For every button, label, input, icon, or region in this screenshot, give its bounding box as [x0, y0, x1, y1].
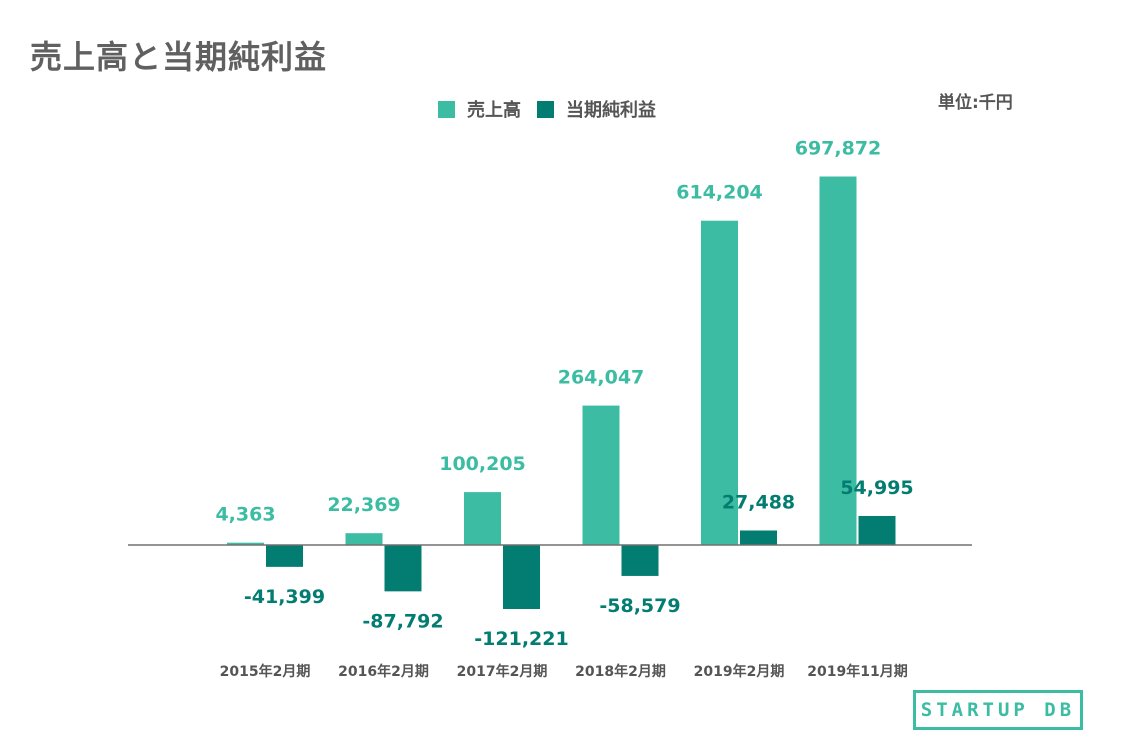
value-label-revenue-3: 264,047: [558, 367, 645, 389]
legend-label-net-income: 当期純利益: [566, 100, 656, 121]
category-label-4: 2019年2月期: [694, 663, 785, 680]
value-label-net-income-2: -121,221: [474, 628, 568, 650]
category-label-5: 2019年11月期: [807, 663, 907, 680]
value-label-net-income-5: 54,995: [840, 477, 913, 499]
value-label-net-income-4: 27,488: [722, 491, 795, 513]
bar-revenue-5: [819, 176, 857, 545]
value-label-net-income-1: -87,792: [362, 610, 443, 632]
value-label-revenue-4: 614,204: [676, 182, 763, 204]
bar-net-income-3: [621, 545, 659, 576]
chart-title: 売上高と当期純利益: [30, 38, 328, 76]
legend-item-revenue: 売上高: [438, 96, 521, 122]
unit-label: 単位:千円: [938, 93, 1013, 113]
category-label-0: 2015年2月期: [220, 663, 311, 680]
category-label-1: 2016年2月期: [338, 663, 429, 680]
category-label-2: 2017年2月期: [457, 663, 548, 680]
bar-net-income-0: [266, 545, 303, 567]
value-label-revenue-1: 22,369: [327, 494, 400, 516]
legend-item-net-income: 当期純利益: [537, 96, 656, 122]
bar-revenue-0: [227, 542, 264, 545]
legend-swatch-net-income: [537, 100, 554, 118]
value-label-net-income-3: -58,579: [599, 595, 680, 617]
value-label-revenue-2: 100,205: [439, 453, 526, 475]
bar-net-income-4: [740, 530, 777, 545]
value-label-revenue-5: 697,872: [795, 138, 882, 160]
bar-net-income-5: [858, 515, 896, 545]
bar-revenue-2: [464, 492, 501, 545]
bar-net-income-2: [503, 545, 540, 610]
legend-swatch-revenue: [438, 100, 455, 118]
startup-db-logo: STARTUP DB: [913, 690, 1083, 730]
bar-revenue-4: [701, 220, 738, 545]
chart-legend: 売上高 当期純利益: [438, 96, 656, 122]
category-label-3: 2018年2月期: [575, 663, 666, 680]
value-label-revenue-0: 4,363: [215, 504, 275, 526]
legend-label-revenue: 売上高: [467, 100, 521, 121]
value-label-net-income-0: -41,399: [244, 586, 325, 608]
bar-revenue-1: [345, 533, 383, 545]
bar-net-income-1: [384, 545, 422, 592]
bar-revenue-3: [582, 405, 620, 545]
